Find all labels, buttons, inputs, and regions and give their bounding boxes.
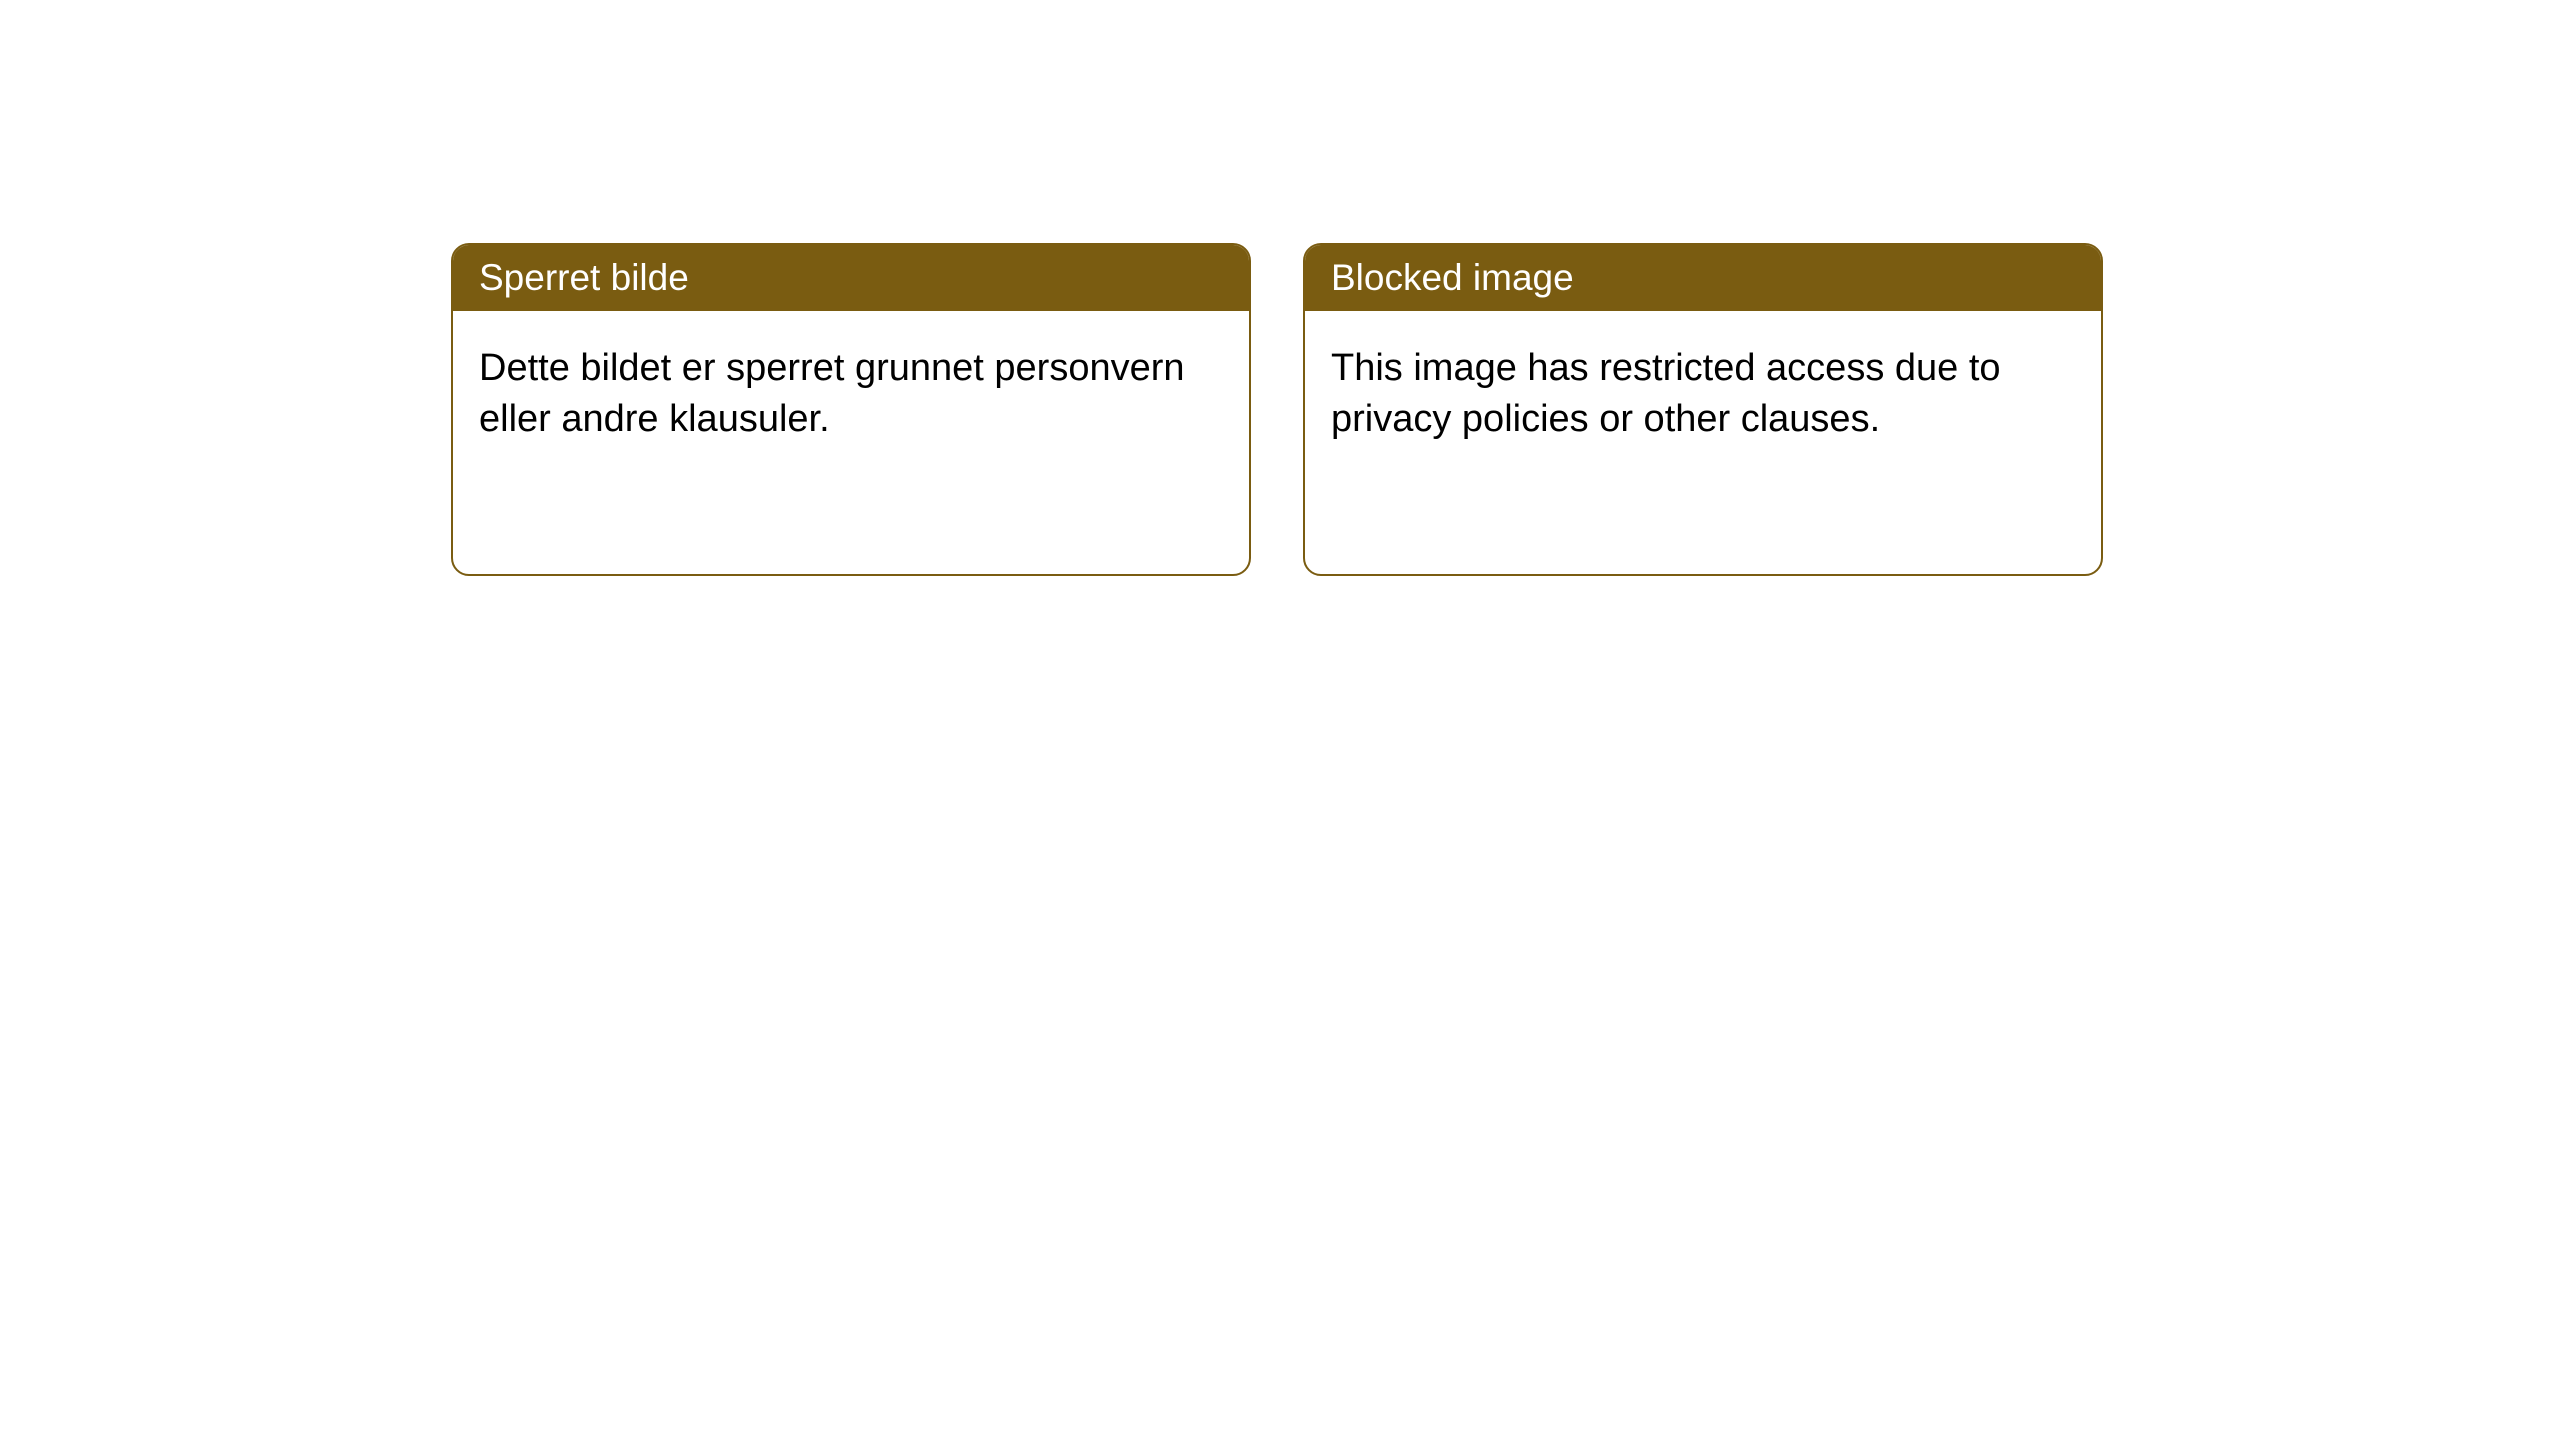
- notice-body-norwegian: Dette bildet er sperret grunnet personve…: [453, 311, 1249, 478]
- notice-text-english: This image has restricted access due to …: [1331, 347, 2001, 440]
- notice-box-english: Blocked image This image has restricted …: [1303, 243, 2103, 576]
- notice-box-norwegian: Sperret bilde Dette bildet er sperret gr…: [451, 243, 1251, 576]
- notice-container: Sperret bilde Dette bildet er sperret gr…: [451, 243, 2103, 576]
- notice-text-norwegian: Dette bildet er sperret grunnet personve…: [479, 347, 1185, 440]
- notice-header-english: Blocked image: [1305, 245, 2101, 311]
- notice-title-norwegian: Sperret bilde: [479, 257, 689, 298]
- notice-title-english: Blocked image: [1331, 257, 1574, 298]
- notice-body-english: This image has restricted access due to …: [1305, 311, 2101, 478]
- notice-header-norwegian: Sperret bilde: [453, 245, 1249, 311]
